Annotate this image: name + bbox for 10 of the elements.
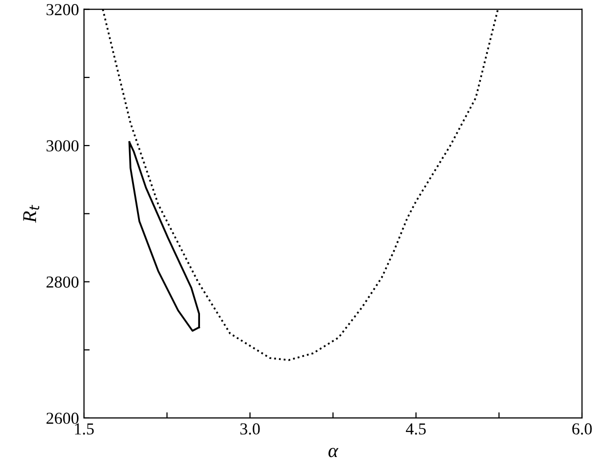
y-tick-label: 3000 (46, 140, 79, 152)
y-tick-label: 2800 (46, 276, 79, 288)
x-tick-label: 6.0 (572, 423, 592, 435)
y-axis-title: R$_{t}$ (23, 204, 40, 223)
x-tick-label: 4.5 (406, 423, 426, 435)
x-tick-label: 3.0 (240, 423, 260, 435)
y-tick-label: 3200 (46, 4, 79, 16)
x-axis-title: α (328, 448, 338, 458)
y-tick-label: 2600 (46, 412, 79, 424)
x-tick-label: 1.5 (75, 423, 94, 435)
